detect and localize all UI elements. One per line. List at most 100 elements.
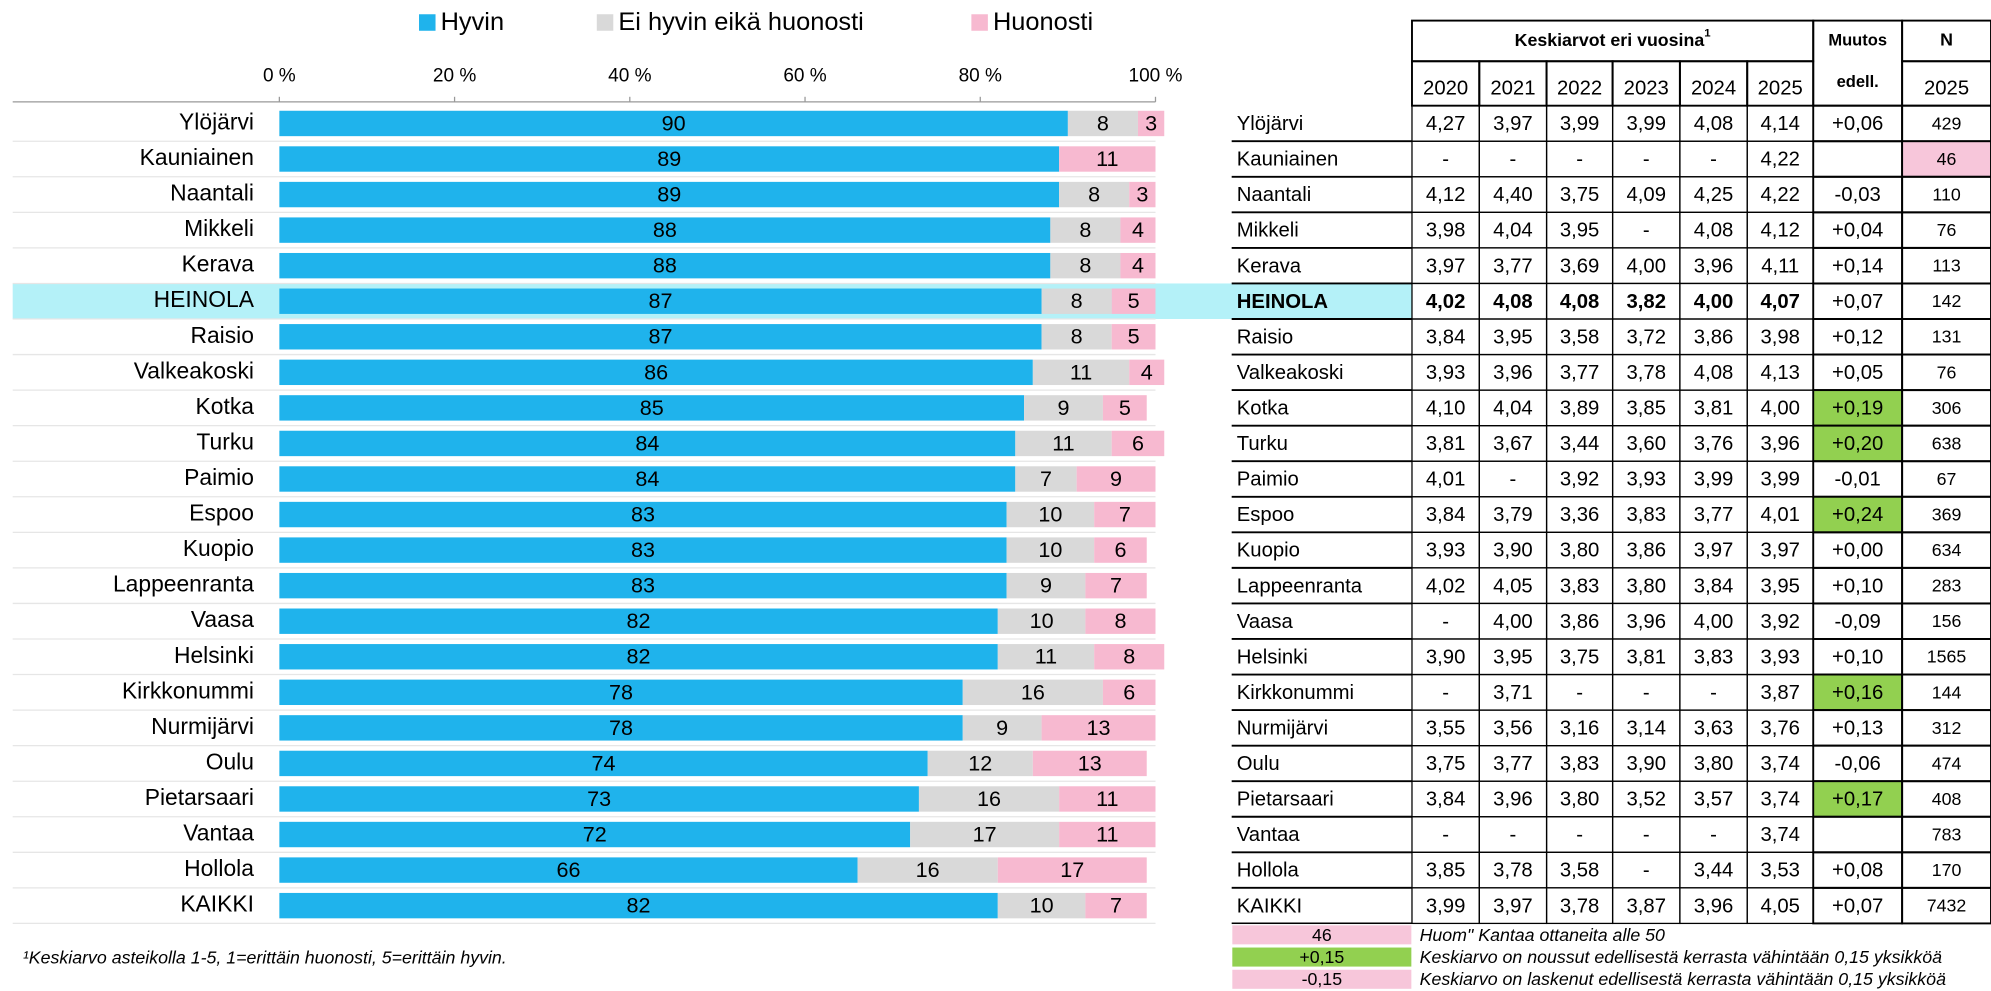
data-label: 90 — [662, 110, 686, 135]
data-label: 9 — [1110, 466, 1122, 491]
bar-segment — [279, 679, 963, 706]
bar-segment — [1041, 288, 1112, 314]
table-value: 3,67 — [1493, 433, 1533, 455]
category-label: Nurmijärvi — [151, 713, 254, 739]
table-value: - — [1442, 149, 1449, 171]
data-label: 84 — [635, 430, 659, 455]
table-value: 3,80 — [1626, 575, 1666, 597]
table-value: - — [1710, 682, 1717, 704]
table-change: +0,07 — [1832, 291, 1883, 313]
table-row-name: HEINOLA — [1237, 291, 1329, 313]
category-label: Paimio — [184, 464, 254, 490]
bar-segment — [279, 857, 858, 883]
category-label: Espoo — [189, 500, 254, 526]
table-value: 3,92 — [1560, 469, 1600, 491]
bar-segment — [1094, 537, 1147, 563]
category-label: Turku — [196, 428, 254, 454]
data-label: 9 — [996, 715, 1008, 740]
bar-segment — [1006, 501, 1095, 528]
table-change: +0,17 — [1832, 789, 1883, 811]
bar-segment — [1059, 821, 1156, 848]
table-row-name: Valkeakoski — [1237, 362, 1344, 384]
table-value: 3,81 — [1626, 646, 1666, 668]
table-value: 4,04 — [1493, 220, 1533, 242]
n-year: 2025 — [1924, 78, 1969, 100]
data-label: 66 — [556, 857, 580, 882]
table-change: +0,04 — [1832, 220, 1883, 242]
table-value: - — [1643, 220, 1650, 242]
table-value: 3,74 — [1760, 824, 1800, 846]
table-value: 3,99 — [1694, 469, 1734, 491]
bar-segment — [1085, 608, 1156, 634]
bar-segment — [1129, 359, 1165, 386]
data-label: 13 — [1087, 715, 1111, 740]
bar-segment — [1102, 679, 1156, 706]
table-n: 46 — [1937, 149, 1957, 169]
table-value: 3,80 — [1560, 789, 1600, 811]
table-value: 4,22 — [1760, 149, 1800, 171]
category-label: Vaasa — [191, 606, 254, 632]
data-label: 72 — [583, 822, 607, 847]
table-n: 408 — [1932, 789, 1962, 809]
bar-segment — [1085, 572, 1147, 599]
bar-segment — [279, 537, 1007, 563]
data-label: 11 — [1096, 786, 1118, 811]
table-row-name: Espoo — [1237, 504, 1295, 526]
table-value: 3,81 — [1426, 433, 1466, 455]
note-text: Keskiarvo on noussut edellisestä kerrast… — [1420, 947, 1943, 967]
table-row-name: Kirkkonummi — [1237, 682, 1354, 704]
table-change: -0,03 — [1835, 184, 1881, 206]
bar-segment — [997, 857, 1147, 883]
year-header: 2025 — [1758, 78, 1803, 100]
bar-segment — [1137, 110, 1165, 137]
table-value: 4,07 — [1760, 291, 1800, 313]
table-value: 3,82 — [1626, 291, 1666, 313]
table-value: 4,00 — [1493, 611, 1533, 633]
table-value: 3,84 — [1426, 326, 1466, 348]
x-tick-label: 20 % — [433, 66, 476, 87]
table-n: 170 — [1932, 860, 1962, 880]
table-change: +0,10 — [1832, 575, 1883, 597]
table-row-name: Ylöjärvi — [1237, 113, 1304, 135]
table-value: 3,93 — [1426, 362, 1466, 384]
table-value: 3,75 — [1560, 646, 1600, 668]
bar-segment — [279, 110, 1068, 137]
table-row-name: Mikkeli — [1237, 220, 1299, 242]
data-label: 8 — [1088, 182, 1100, 207]
table-value: 3,80 — [1694, 753, 1734, 775]
table-value: 3,75 — [1426, 753, 1466, 775]
table-n: 634 — [1932, 540, 1962, 560]
table-value: 4,08 — [1694, 113, 1734, 135]
table-value: 3,90 — [1626, 753, 1666, 775]
data-label: 5 — [1128, 288, 1140, 313]
data-label: 8 — [1079, 217, 1091, 242]
table-value: 3,84 — [1694, 575, 1734, 597]
change-header: Muutos — [1828, 31, 1887, 49]
bar-segment — [279, 821, 911, 848]
category-label: Lappeenranta — [113, 571, 254, 597]
year-header: 2021 — [1490, 78, 1535, 100]
table-value: 3,97 — [1760, 540, 1800, 562]
table-value: - — [1643, 860, 1650, 882]
table-value: 3,95 — [1493, 326, 1533, 348]
table-value: - — [1510, 469, 1517, 491]
table-row-name: Turku — [1237, 433, 1288, 455]
table-n: 156 — [1932, 611, 1962, 631]
table-row-name: Helsinki — [1237, 646, 1308, 668]
table-value: 3,75 — [1560, 184, 1600, 206]
table-row-name: Oulu — [1237, 753, 1280, 775]
legend-swatch — [596, 14, 614, 31]
data-label: 85 — [640, 395, 664, 420]
table-value: 3,76 — [1760, 717, 1800, 739]
table-row-name: Raisio — [1237, 326, 1293, 348]
table-value: - — [1510, 824, 1517, 846]
table-value: 3,58 — [1560, 326, 1600, 348]
bar-segment — [1015, 466, 1077, 492]
table-header-sup: 1 — [1704, 27, 1711, 39]
table-row-name: Kuopio — [1237, 540, 1300, 562]
bar-segment — [1111, 430, 1165, 457]
table-n: 142 — [1932, 291, 1962, 311]
category-label: KAIKKI — [180, 891, 254, 917]
table-value: 3,93 — [1626, 469, 1666, 491]
table-value: 3,96 — [1760, 433, 1800, 455]
